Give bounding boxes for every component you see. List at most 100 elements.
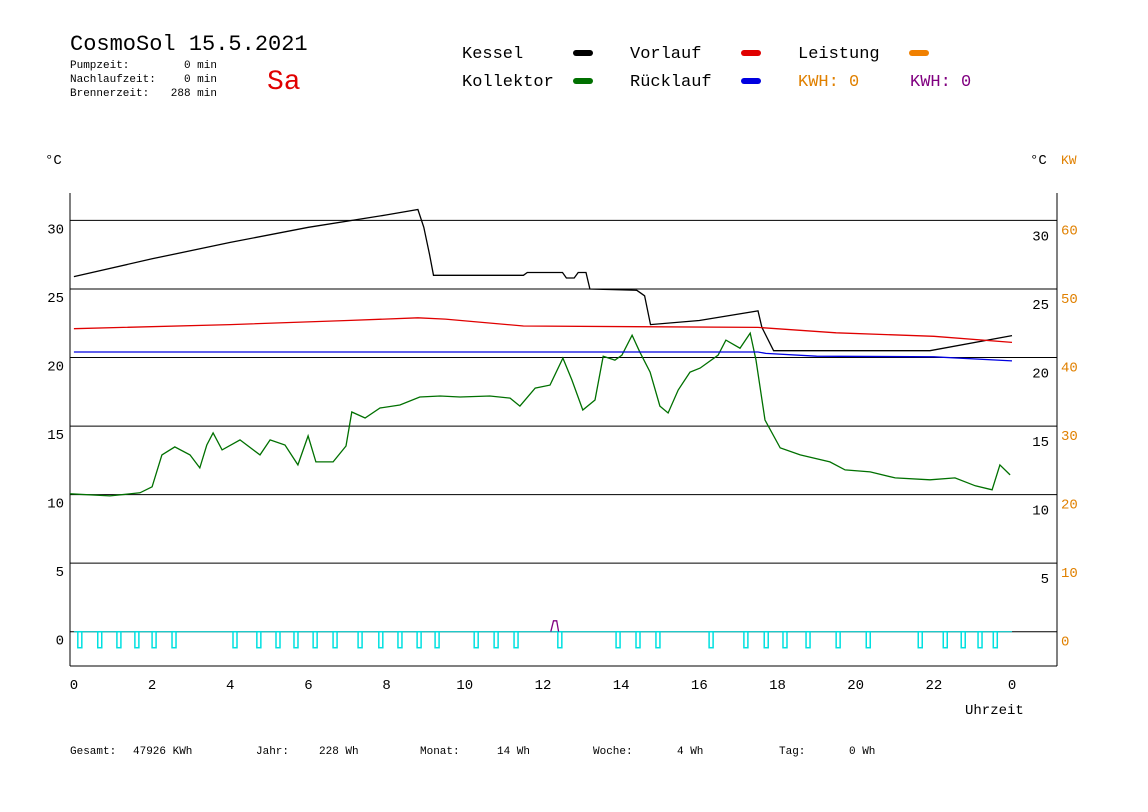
pump-pulse (293, 630, 299, 649)
y-tick-label-right: 20 (1032, 367, 1049, 383)
y2-tick-label: 30 (1061, 429, 1078, 445)
pump-pulse (151, 630, 157, 649)
footer-value: 47926 KWh (133, 746, 192, 758)
legend-label: Kessel (462, 45, 523, 64)
x-tick-label: 16 (691, 678, 708, 694)
y2-label: KW (1061, 153, 1077, 168)
y-label: °C (45, 153, 62, 169)
title: CosmoSol 15.5.2021 (70, 32, 308, 57)
x-tick-label: 0 (70, 678, 78, 694)
stat-value: 0 min (184, 60, 217, 72)
pump-pulse (77, 630, 83, 649)
kwh-label: KWH: 0 (798, 73, 859, 92)
kwh-label: KWH: 0 (910, 73, 971, 92)
pump-pulse (865, 630, 871, 649)
pump-pulse (493, 630, 499, 649)
day: Sa (267, 67, 301, 98)
legend-label: Kollektor (462, 73, 554, 92)
footer-label: Tag: (779, 746, 805, 758)
pump-pulse (357, 630, 363, 649)
pump-pulse (232, 630, 238, 649)
footer-label: Woche: (593, 746, 633, 758)
y2-tick-label: 10 (1061, 566, 1078, 582)
series-line (69, 331, 1011, 497)
pump-pulse (960, 630, 966, 649)
y-tick-label-right: 25 (1032, 298, 1049, 314)
pump-pulse (312, 630, 318, 649)
pump-pulse (557, 630, 563, 649)
x-tick-label: 10 (456, 678, 473, 694)
y-tick-label: 5 (56, 565, 64, 581)
footer-value: 228 Wh (319, 746, 359, 758)
pump-pulse (977, 630, 983, 649)
stat-value: 288 min (171, 88, 217, 100)
pump-pulse (513, 630, 519, 649)
y-tick-label-right: 10 (1032, 504, 1049, 520)
legend-label: Rücklauf (630, 73, 712, 92)
pump-pulse (416, 630, 422, 649)
pump-pulse (256, 630, 262, 649)
pump-pulse (397, 630, 403, 649)
footer-label: Gesamt: (70, 746, 116, 758)
y-tick-label-right: 5 (1041, 572, 1049, 588)
x-tick-label: 18 (769, 678, 786, 694)
y-tick-label: 10 (47, 497, 64, 513)
footer-label: Jahr: (256, 746, 289, 758)
pump-pulse (743, 630, 749, 649)
x-tick-label: 6 (304, 678, 312, 694)
stat-label: Pumpzeit: (70, 60, 129, 72)
pump-pulse (708, 630, 714, 649)
pump-pulse (917, 630, 923, 649)
x-tick-label: 12 (535, 678, 552, 694)
y2-tick-label: 60 (1061, 223, 1078, 239)
pump-pulse (655, 630, 661, 649)
x-tick-label: 20 (847, 678, 864, 694)
stat-label: Brennerzeit: (70, 88, 149, 100)
y-label-right: °C (1030, 153, 1047, 169)
stat-label: Nachlaufzeit: (70, 74, 156, 86)
pump-pulse (942, 630, 949, 649)
y-tick-label: 15 (47, 428, 64, 444)
footer-value: 4 Wh (677, 746, 703, 758)
footer-value: 14 Wh (497, 746, 530, 758)
footer-label: Monat: (420, 746, 460, 758)
x-tick-label: 4 (226, 678, 234, 694)
y-tick-label: 25 (47, 291, 64, 307)
x-tick-label: 14 (613, 678, 630, 694)
y2-tick-label: 20 (1061, 498, 1078, 514)
y-tick-label-right: 30 (1032, 229, 1049, 245)
pump-pulse (782, 630, 788, 649)
pump-pulse (378, 630, 384, 649)
y-tick-label: 20 (47, 360, 64, 376)
y-tick-label: 30 (47, 222, 64, 238)
series-line (73, 351, 1013, 362)
legend-label: Vorlauf (630, 45, 701, 64)
pump-pulse (635, 630, 641, 649)
x-tick-label: 0 (1008, 678, 1016, 694)
pump-pulse (332, 630, 338, 649)
pump-pulse (992, 630, 999, 649)
pump-pulse (763, 630, 769, 649)
pump-pulse (805, 630, 811, 649)
series-line (73, 317, 1013, 344)
pump-pulse (171, 630, 177, 649)
y2-tick-label: 50 (1061, 292, 1078, 308)
kwh-trace (550, 620, 560, 632)
pump-pulse (835, 630, 841, 649)
x-tick-label: 22 (925, 678, 942, 694)
pump-pulse (134, 630, 140, 649)
pump-pulse (615, 630, 621, 649)
pump-pulse (116, 630, 122, 649)
legend-label: Leistung (798, 45, 880, 64)
pump-pulse (434, 630, 440, 649)
x-tick-label: 2 (148, 678, 156, 694)
y-tick-label: 0 (56, 634, 64, 650)
x-tick-label: 8 (382, 678, 390, 694)
y2-tick-label: 0 (1061, 635, 1069, 651)
pump-pulse (275, 630, 281, 649)
series-line (73, 208, 1013, 352)
y2-tick-label: 40 (1061, 361, 1078, 377)
x-label: Uhrzeit (965, 703, 1024, 719)
